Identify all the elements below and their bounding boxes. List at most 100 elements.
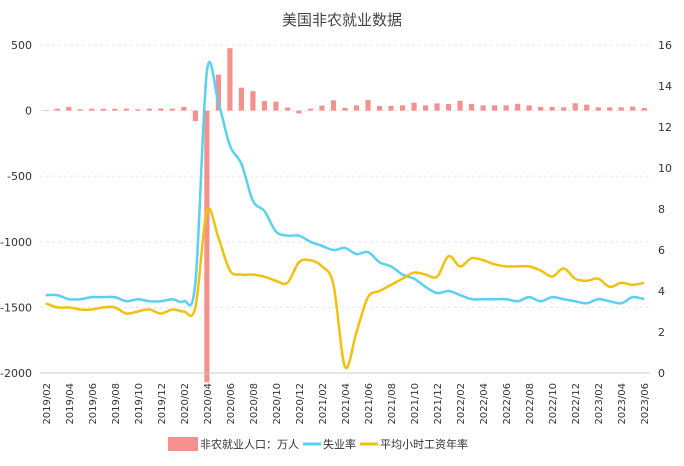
chart-title: 美国非农就业数据 <box>282 11 402 29</box>
x-tick-label: 2022/06 <box>502 383 513 425</box>
grid <box>40 44 650 374</box>
y-left-tick-label: -1500 <box>0 301 32 314</box>
x-tick-label: 2021/02 <box>318 383 329 425</box>
line-series <box>45 60 645 370</box>
series-line <box>45 60 645 307</box>
bar <box>445 104 452 111</box>
axes: 500 0 -500 -1000 -1500 -2000 16 14 12 10 8 6 4 2 0 2019… <box>0 39 672 425</box>
bar <box>192 110 198 122</box>
y-right-tick-label: 10 <box>658 162 672 175</box>
legend: 非农就业人口：万人 失业率 平均小时工资年率 <box>168 437 468 451</box>
y-left-tick-label: -1000 <box>0 236 32 249</box>
bar <box>526 105 532 111</box>
x-tick-label: 2021/12 <box>433 383 444 425</box>
y-right-tick-label: 16 <box>658 39 672 52</box>
bar <box>296 110 302 114</box>
bar <box>342 107 348 111</box>
bar <box>100 108 106 111</box>
bar <box>330 100 337 111</box>
bar <box>215 74 221 111</box>
x-tick-label: 2023/04 <box>617 383 628 425</box>
x-tick-label: 2019/10 <box>134 383 145 425</box>
x-tick-label: 2020/04 <box>203 383 214 425</box>
y-right-tick-label: 2 <box>658 326 665 339</box>
bar <box>641 107 647 111</box>
x-tick-label: 2021/08 <box>387 383 398 425</box>
bar <box>146 108 152 111</box>
bar <box>549 106 555 111</box>
bar <box>434 103 440 111</box>
y-left-tick-label: 500 <box>11 39 32 52</box>
x-tick-label: 2020/10 <box>272 383 283 425</box>
bar <box>515 103 521 111</box>
bar <box>54 108 60 111</box>
bar <box>538 106 544 111</box>
bar <box>238 87 245 111</box>
x-tick-label: 2019/06 <box>88 383 99 425</box>
bar <box>158 108 164 111</box>
bar <box>411 102 417 111</box>
bar <box>388 106 394 111</box>
bar <box>480 105 486 111</box>
bar <box>89 108 95 111</box>
bar <box>66 106 72 111</box>
bar <box>572 103 578 111</box>
bar <box>284 107 291 111</box>
bar <box>43 110 49 111</box>
bar <box>618 107 624 111</box>
bar <box>469 104 475 111</box>
x-tick-label: 2022/12 <box>571 383 582 425</box>
x-tick-label: 2021/04 <box>341 383 352 425</box>
x-tick-label: 2019/08 <box>111 383 122 425</box>
x-tick-label: 2021/06 <box>364 383 375 425</box>
bar <box>307 108 314 111</box>
x-tick-label: 2019/04 <box>65 383 76 425</box>
bar-series <box>43 48 647 383</box>
bar <box>227 48 233 111</box>
x-tick-label: 2020/12 <box>295 383 306 425</box>
x-tick-label: 2022/10 <box>548 383 559 425</box>
bar <box>584 104 590 111</box>
bar <box>123 108 129 111</box>
y-right-tick-label: 12 <box>658 121 672 134</box>
bar <box>561 107 567 111</box>
y-left-tick-label: 0 <box>25 105 32 118</box>
x-tick-label: 2020/06 <box>226 383 237 425</box>
bar <box>353 105 360 111</box>
bar <box>261 101 268 111</box>
y-right-tick-label: 6 <box>658 244 665 257</box>
y-right-tick-label: 0 <box>658 367 665 380</box>
bar <box>457 100 463 111</box>
bar <box>273 101 279 111</box>
bar <box>399 105 406 111</box>
x-tick-label: 2020/02 <box>180 383 191 425</box>
x-tick-label: 2021/10 <box>410 383 421 425</box>
x-tick-label: 2019/12 <box>157 383 168 425</box>
bar <box>112 108 118 111</box>
bar <box>204 110 210 383</box>
bar <box>630 106 636 111</box>
y-left-tick-label: -500 <box>7 170 32 183</box>
x-tick-label: 2022/02 <box>456 383 467 425</box>
bar <box>607 107 613 111</box>
legend-label: 失业率 <box>323 437 356 451</box>
bar <box>181 106 187 111</box>
bar <box>365 100 371 111</box>
bar <box>376 106 383 111</box>
bar <box>135 109 141 111</box>
bar <box>422 105 429 111</box>
y-left-tick-label: -2000 <box>0 367 32 380</box>
bar <box>250 91 256 111</box>
y-right-tick-label: 4 <box>658 285 665 298</box>
x-tick-label: 2023/02 <box>594 383 605 425</box>
legend-label: 非农就业人口：万人 <box>200 437 299 451</box>
x-tick-label: 2019/02 <box>42 383 53 425</box>
bar <box>503 105 509 111</box>
y-right-tick-label: 8 <box>658 203 665 216</box>
legend-label: 平均小时工资年率 <box>380 437 468 451</box>
bar <box>169 108 175 111</box>
y-right-tick-label: 14 <box>658 80 672 93</box>
bar <box>595 107 601 111</box>
